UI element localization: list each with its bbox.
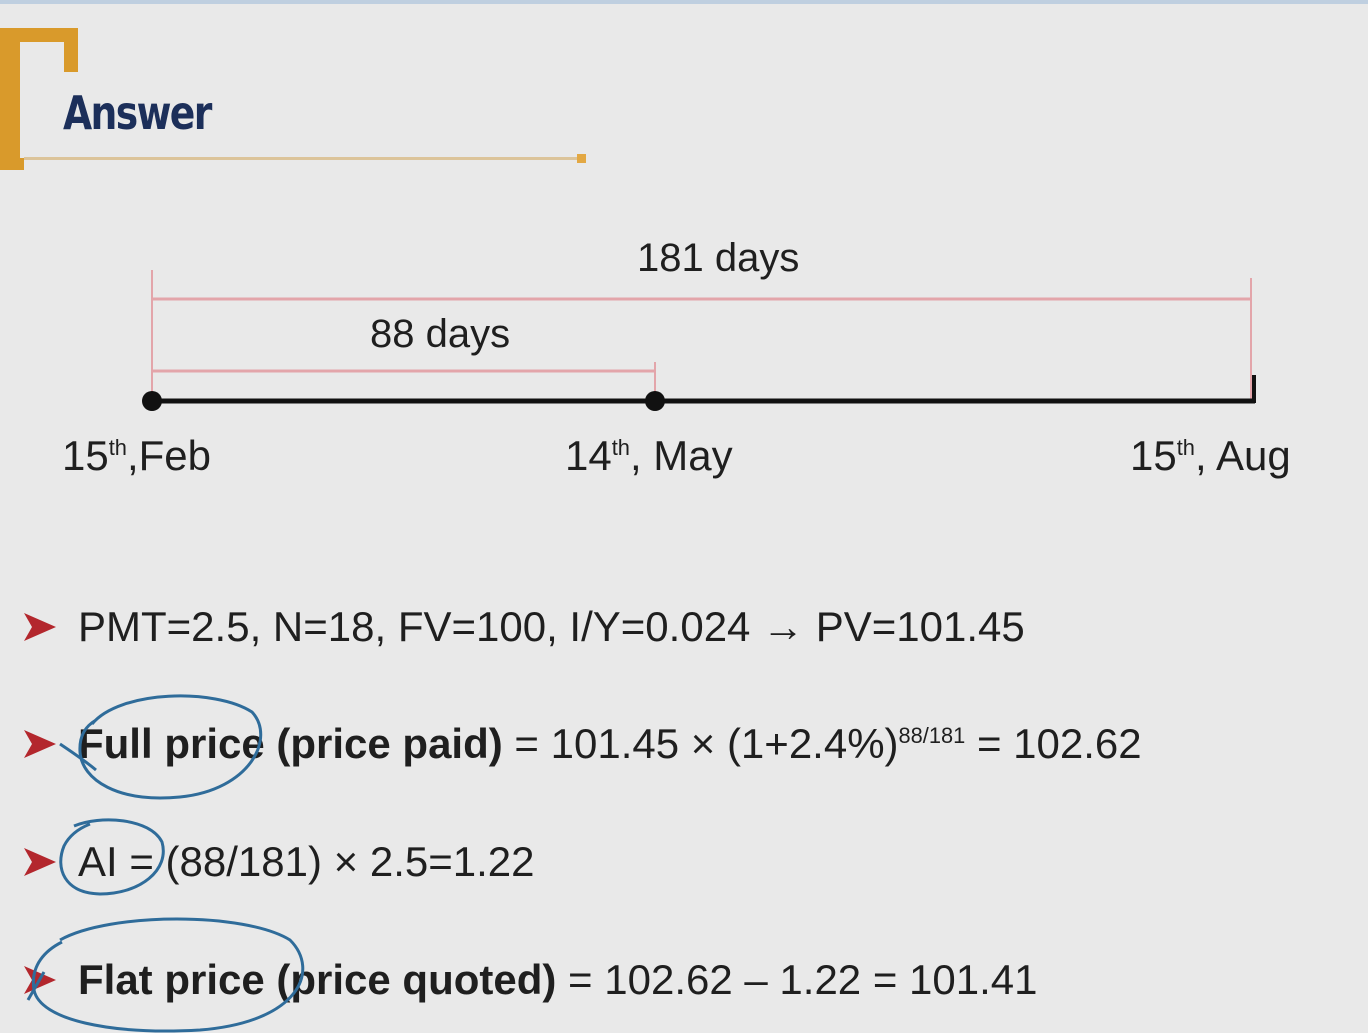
partial-span-label: 88 days — [370, 312, 511, 356]
full-price-formula: Full price (price paid) = 101.45 × (1+2.… — [78, 720, 1142, 768]
accrued-interest-formula: AI = (88/181) × 2.5=1.22 — [78, 838, 535, 885]
bullet-item-flat-price: Flat price (price quoted) = 102.62 – 1.2… — [22, 950, 1037, 1010]
total-span-label: 181 days — [637, 236, 800, 280]
bullet-item-calculator: PMT=2.5, N=18, FV=100, I/Y=0.024 → PV=10… — [22, 597, 1025, 657]
title-bracket-right — [64, 28, 78, 72]
date-mid-day: 14 — [565, 432, 612, 479]
date-start: 15th,Feb — [62, 432, 211, 480]
date-start-month: ,Feb — [126, 432, 211, 479]
flat-price-term: Flat price (price quoted) — [78, 956, 557, 1003]
full-price-exponent: 88/181 — [898, 723, 966, 748]
top-rule — [0, 0, 1368, 4]
mid-point — [645, 391, 665, 411]
date-mid-month: , May — [629, 432, 733, 479]
bullet-item-full-price: Full price (price paid) = 101.45 × (1+2.… — [22, 714, 1142, 774]
title-bracket-left — [0, 28, 20, 170]
start-point — [142, 391, 162, 411]
full-price-term: Full price (price paid) — [78, 720, 503, 767]
full-price-result: = 102.62 — [965, 720, 1142, 767]
date-end-day: 15 — [1130, 432, 1177, 479]
title-underline-dot — [577, 154, 586, 163]
timeline-diagram — [142, 270, 1256, 411]
arrow-bullet-icon — [24, 613, 56, 641]
flat-price-expression: = 102.62 – 1.22 = 101.41 — [556, 956, 1038, 1003]
date-start-day: 15 — [62, 432, 109, 479]
flat-price-formula: Flat price (price quoted) = 102.62 – 1.2… — [78, 956, 1037, 1004]
date-start-suffix: th — [108, 435, 127, 460]
title-bracket-bottom — [0, 158, 24, 170]
arrow-bullet-icon — [24, 730, 56, 758]
date-end-suffix: th — [1176, 435, 1195, 460]
date-end: 15th, Aug — [1130, 432, 1291, 480]
full-price-expression: = 101.45 × (1+2.4%) — [502, 720, 899, 767]
arrow-bullet-icon — [24, 848, 56, 876]
date-end-month: , Aug — [1194, 432, 1291, 479]
date-mid-suffix: th — [611, 435, 630, 460]
date-mid: 14th, May — [565, 432, 733, 480]
slide-title: Answer — [63, 86, 212, 140]
arrow-bullet-icon — [24, 966, 56, 994]
bullet-item-accrued-interest: AI = (88/181) × 2.5=1.22 — [22, 832, 535, 892]
title-underline — [24, 157, 582, 160]
calculator-inputs: PMT=2.5, N=18, FV=100, I/Y=0.024 → PV=10… — [78, 603, 1025, 650]
